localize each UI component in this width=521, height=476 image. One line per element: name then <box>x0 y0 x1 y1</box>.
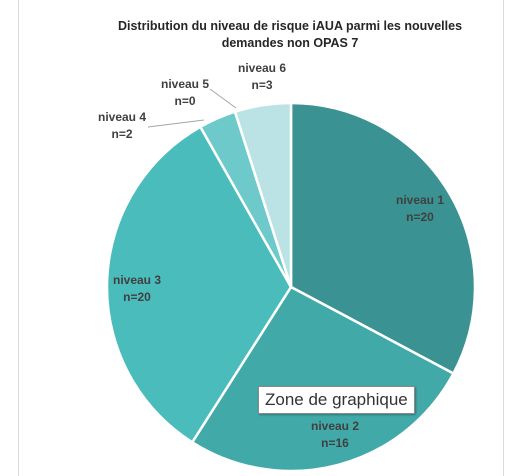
data-label: niveau 1 n=20 <box>396 193 444 224</box>
category-label: niveau 4 <box>98 110 146 124</box>
value-label: n=3 <box>251 78 272 92</box>
value-label: n=0 <box>174 94 195 108</box>
value-label: n=20 <box>406 210 434 224</box>
category-label: niveau 3 <box>113 273 161 287</box>
category-label: niveau 6 <box>238 61 286 75</box>
chart-frame <box>18 0 504 476</box>
data-label: niveau 2 n=16 <box>311 419 359 450</box>
pie-slice <box>190 285 456 473</box>
pie-slice <box>233 101 293 288</box>
category-label: niveau 1 <box>396 193 444 207</box>
value-label: n=20 <box>123 290 151 304</box>
chart-title: Distribution du niveau de risque iAUA pa… <box>117 19 463 50</box>
value-label: n=16 <box>321 436 349 450</box>
category-label: niveau 2 <box>311 419 359 433</box>
pie-slice <box>105 125 293 444</box>
tooltip: Zone de graphique <box>258 386 415 414</box>
data-label: niveau 6 n=3 <box>238 61 286 92</box>
data-label: niveau 5 n=0 <box>161 77 209 108</box>
pie-slice <box>289 101 477 376</box>
leader-line <box>147 119 205 128</box>
data-label: niveau 3 n=20 <box>113 273 161 304</box>
leader-line <box>209 88 237 109</box>
category-label: niveau 5 <box>161 77 209 91</box>
data-label: niveau 4 n=2 <box>98 110 146 141</box>
value-label: n=2 <box>111 127 132 141</box>
